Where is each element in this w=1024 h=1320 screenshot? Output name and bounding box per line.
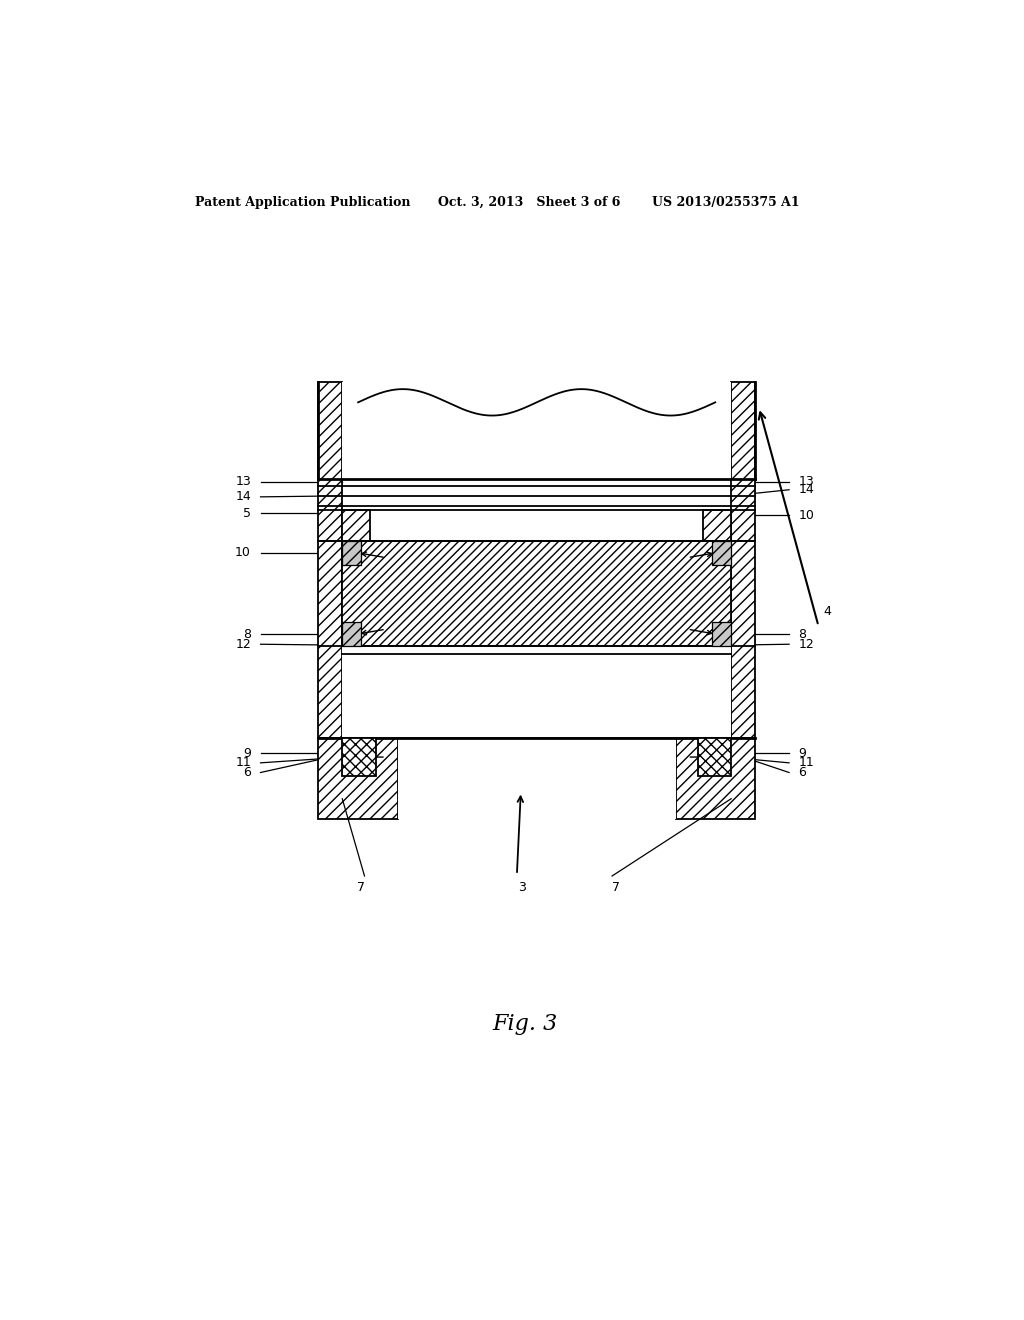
- Text: 12: 12: [236, 638, 251, 651]
- Text: 3: 3: [518, 880, 526, 894]
- Text: 7: 7: [356, 880, 365, 894]
- Bar: [370, 510, 703, 541]
- Text: 14: 14: [799, 483, 814, 496]
- Text: 8: 8: [243, 627, 251, 640]
- Text: 4: 4: [823, 605, 831, 618]
- Text: 10: 10: [236, 546, 251, 560]
- Text: 6: 6: [243, 766, 251, 779]
- Bar: [342, 738, 376, 776]
- Bar: [318, 738, 397, 818]
- Text: Patent Application Publication: Patent Application Publication: [196, 195, 411, 209]
- Bar: [697, 738, 731, 776]
- Bar: [712, 541, 731, 565]
- Bar: [342, 541, 361, 565]
- Bar: [342, 655, 731, 738]
- Bar: [731, 381, 755, 738]
- Bar: [342, 381, 731, 479]
- Text: 9: 9: [243, 747, 251, 760]
- Text: 9: 9: [799, 747, 807, 760]
- Text: 5: 5: [243, 507, 251, 520]
- Bar: [342, 510, 370, 541]
- Bar: [342, 647, 731, 655]
- Bar: [397, 738, 676, 818]
- Text: 7: 7: [612, 880, 621, 894]
- Text: 14: 14: [236, 490, 251, 503]
- Text: 11: 11: [799, 756, 814, 770]
- Text: 12: 12: [799, 638, 814, 651]
- Text: 10: 10: [799, 508, 814, 521]
- Text: 8: 8: [799, 627, 807, 640]
- Bar: [342, 541, 731, 647]
- Text: Fig. 3: Fig. 3: [493, 1014, 557, 1035]
- Text: 11: 11: [236, 756, 251, 770]
- Bar: [703, 510, 731, 541]
- Bar: [712, 622, 731, 647]
- Text: 13: 13: [799, 475, 814, 488]
- Text: 13: 13: [236, 475, 251, 488]
- Bar: [318, 381, 342, 738]
- Bar: [342, 622, 361, 647]
- Text: Oct. 3, 2013   Sheet 3 of 6: Oct. 3, 2013 Sheet 3 of 6: [437, 195, 620, 209]
- Text: US 2013/0255375 A1: US 2013/0255375 A1: [652, 195, 800, 209]
- Bar: [676, 738, 755, 818]
- Text: 6: 6: [799, 766, 807, 779]
